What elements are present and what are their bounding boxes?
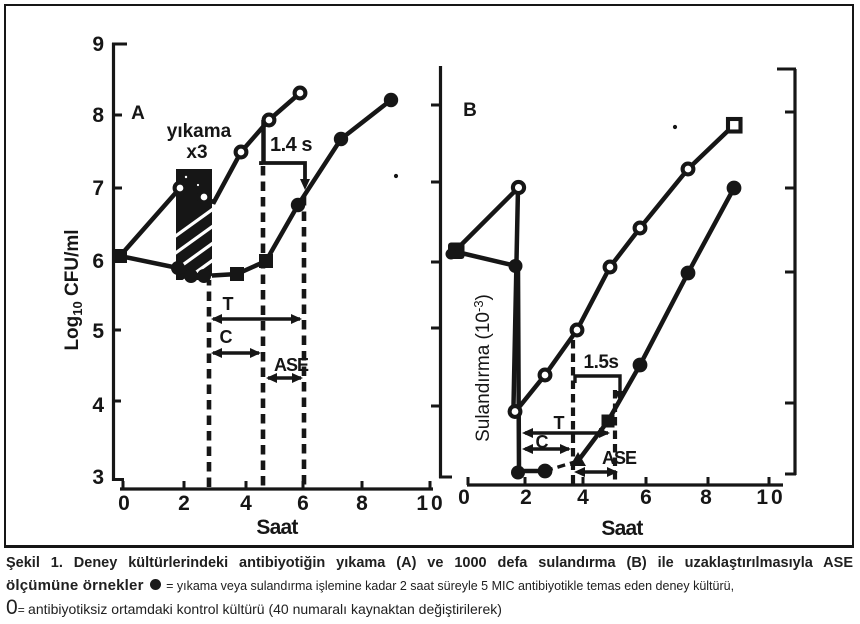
svg-text:T: T <box>554 413 565 433</box>
svg-text:ASE: ASE <box>602 448 637 468</box>
svg-text:9: 9 <box>92 33 104 56</box>
svg-text:yıkama: yıkama <box>167 121 232 142</box>
svg-text:5: 5 <box>92 320 104 343</box>
svg-text:4: 4 <box>240 492 252 515</box>
svg-text:Sulandırma (10-3): Sulandırma (10-3) <box>471 294 494 442</box>
svg-text:2: 2 <box>520 486 532 509</box>
svg-text:0: 0 <box>458 486 470 509</box>
svg-text:1.4 s: 1.4 s <box>270 134 312 156</box>
svg-text:8: 8 <box>700 486 712 509</box>
svg-text:4: 4 <box>577 486 589 509</box>
svg-text:0: 0 <box>118 492 130 515</box>
svg-text:10: 10 <box>756 486 785 509</box>
svg-text:B: B <box>463 100 477 121</box>
svg-text:C: C <box>536 432 549 452</box>
svg-text:6: 6 <box>640 486 652 509</box>
svg-text:7: 7 <box>92 177 104 200</box>
svg-text:6: 6 <box>297 492 309 515</box>
svg-text:1.5s: 1.5s <box>584 352 619 373</box>
svg-text:2: 2 <box>178 492 190 515</box>
svg-text:x3: x3 <box>186 142 207 163</box>
svg-text:C: C <box>220 327 233 347</box>
svg-text:8: 8 <box>92 104 104 127</box>
svg-text:A: A <box>131 103 145 124</box>
svg-text:ASE: ASE <box>274 355 309 375</box>
svg-text:8: 8 <box>356 492 368 515</box>
svg-text:Saat: Saat <box>601 517 643 540</box>
svg-text:10: 10 <box>416 492 445 515</box>
svg-text:Saat: Saat <box>256 516 298 539</box>
svg-text:4: 4 <box>92 394 104 417</box>
svg-text:3: 3 <box>92 466 104 489</box>
svg-text:6: 6 <box>92 250 104 273</box>
svg-text:Log10 CFU/ml: Log10 CFU/ml <box>62 229 85 350</box>
svg-text:T: T <box>223 294 234 314</box>
